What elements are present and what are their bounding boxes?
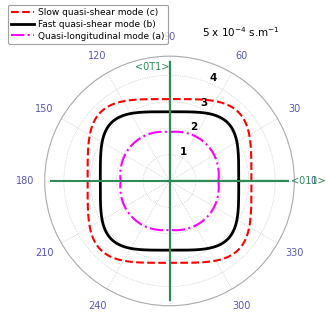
Text: <0T1>: <0T1> <box>135 61 170 72</box>
Text: 5 x 10$^{-4}$ s.m$^{-1}$: 5 x 10$^{-4}$ s.m$^{-1}$ <box>202 25 279 39</box>
Text: <011>: <011> <box>291 176 325 186</box>
Legend: Slow quasi-shear mode (c), Fast quasi-shear mode (b), Quasi-longitudinal mode (a: Slow quasi-shear mode (c), Fast quasi-sh… <box>8 4 168 44</box>
